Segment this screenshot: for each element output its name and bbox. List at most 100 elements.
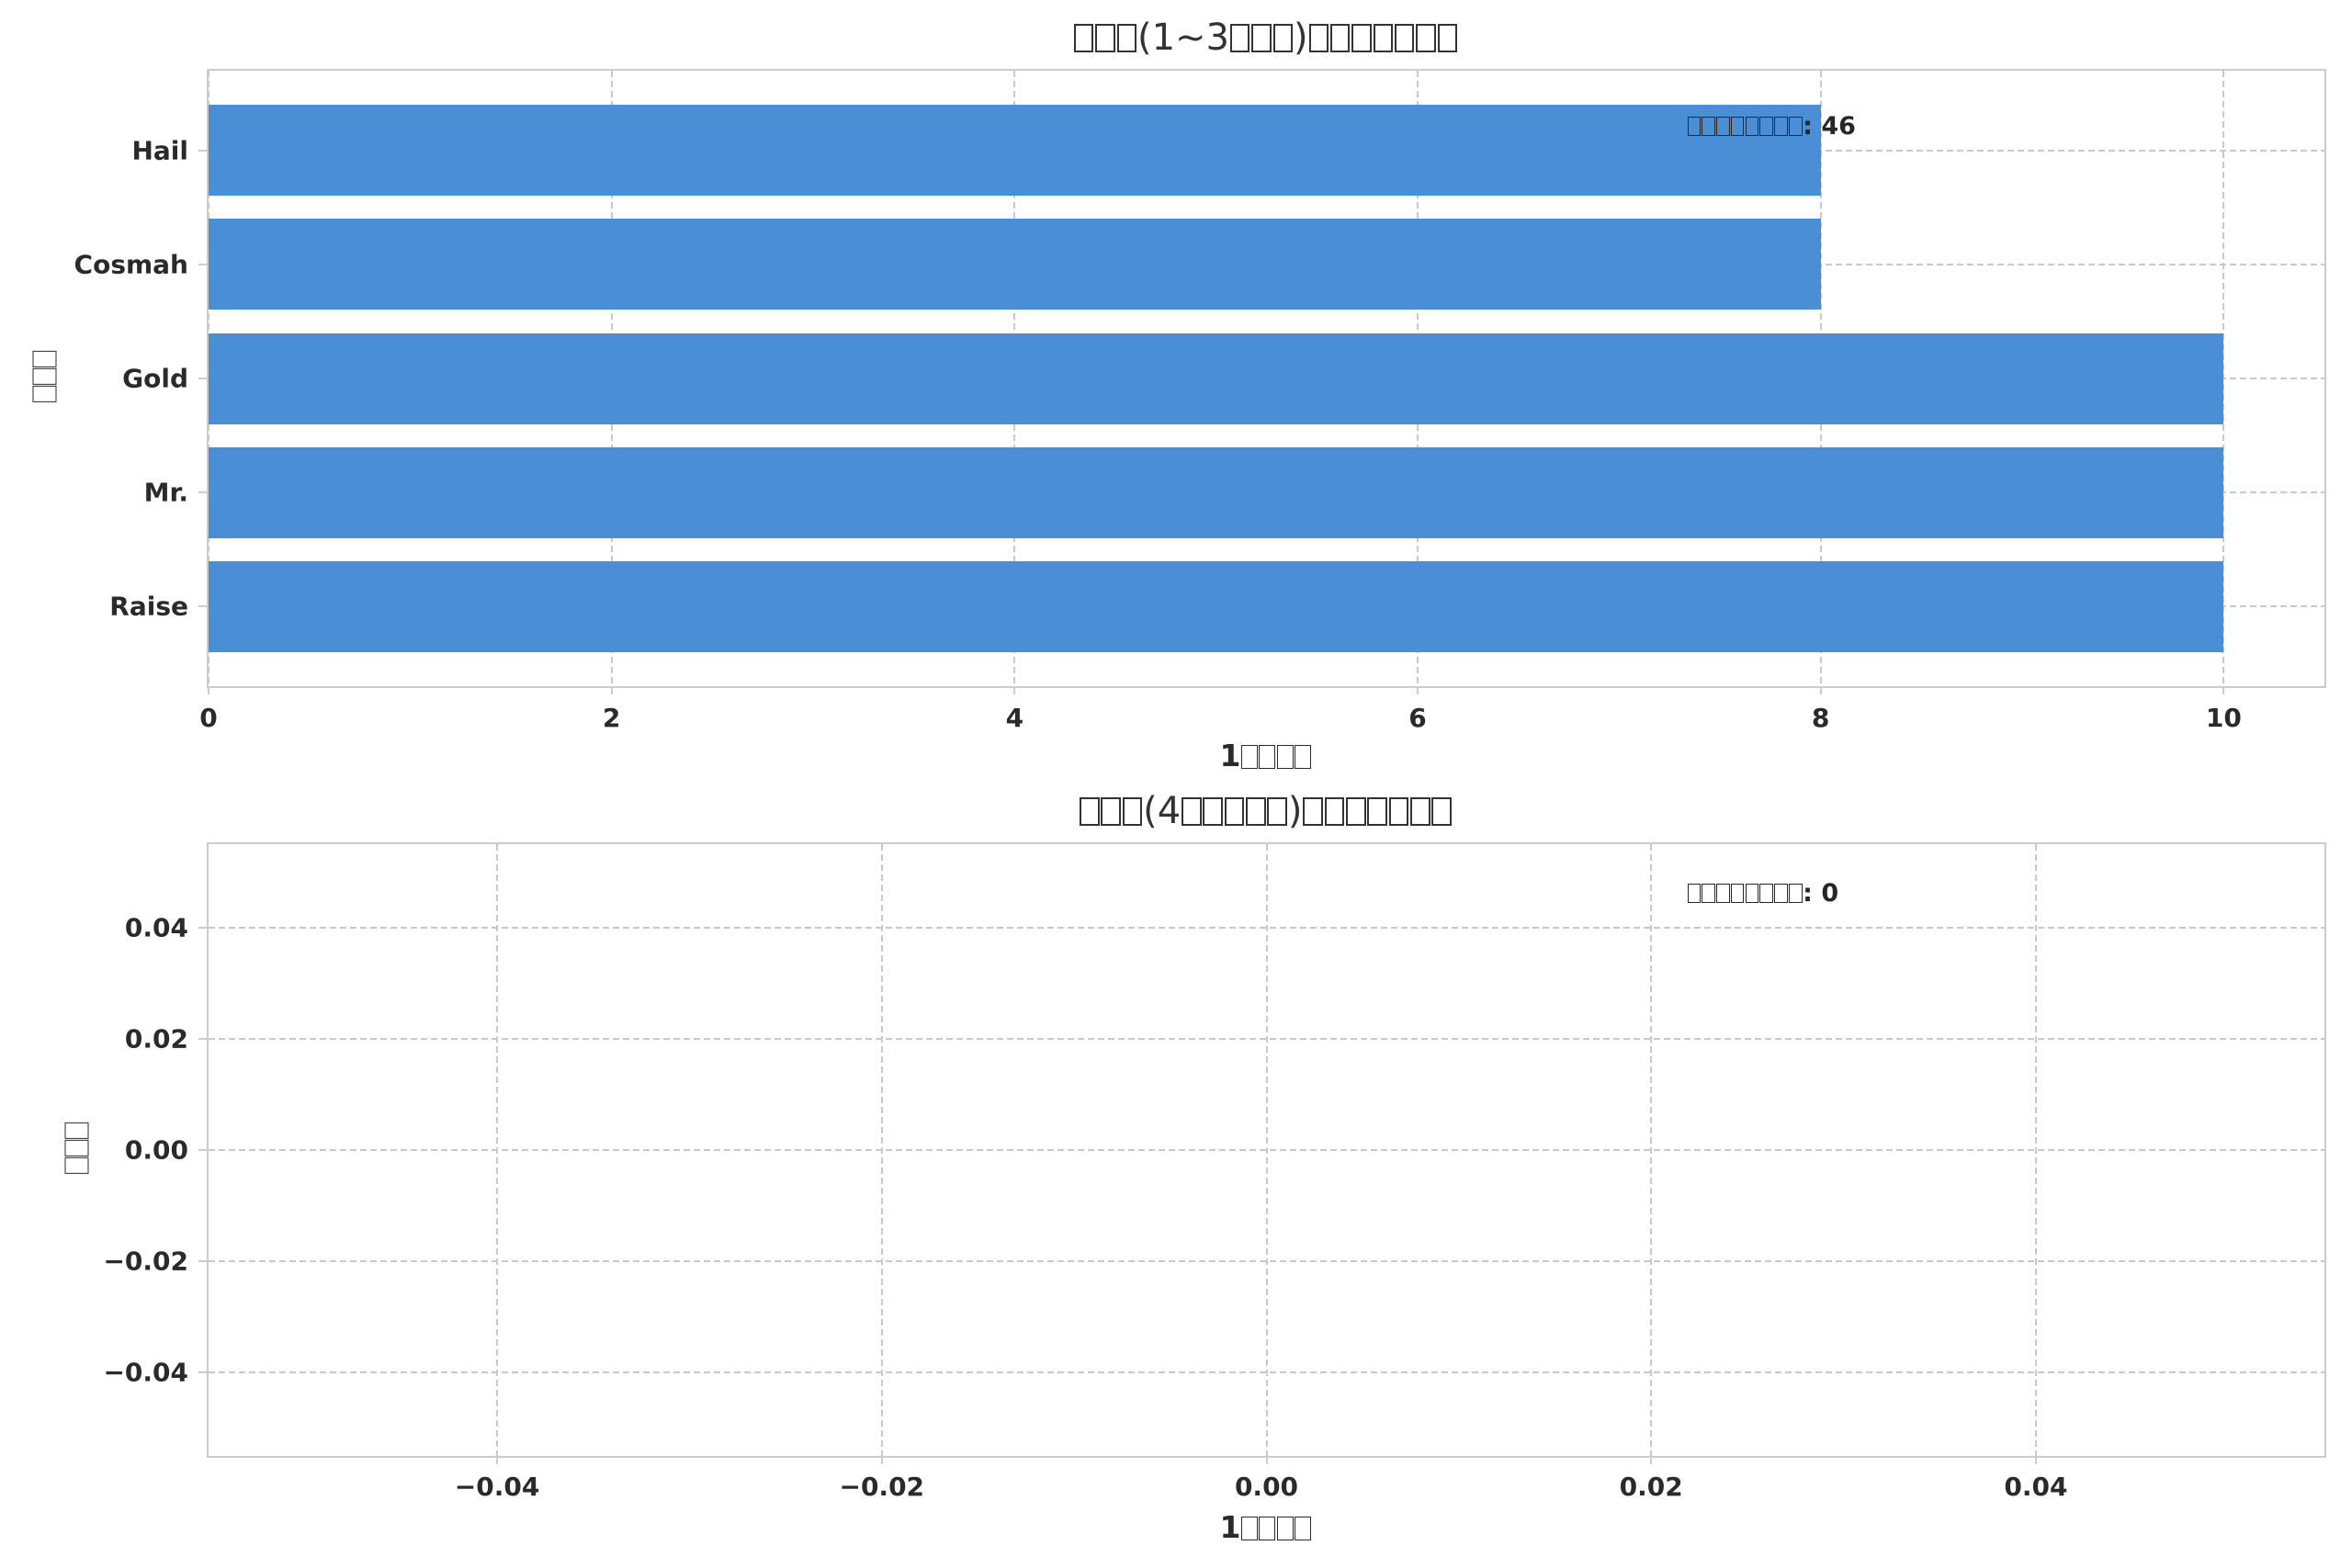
y-tick-label: 0.00 xyxy=(124,1134,188,1166)
y-tick-label: Gold xyxy=(122,363,188,394)
x-tick-mark xyxy=(208,686,209,694)
y-tick-mark xyxy=(198,263,207,265)
missing-glyph-box xyxy=(1116,24,1137,53)
missing-glyph-box xyxy=(1329,24,1351,53)
y-tick-label: 0.04 xyxy=(124,912,188,943)
x-tick-label: 8 xyxy=(1811,703,1830,733)
missing-glyph-box xyxy=(1394,24,1415,53)
x-tick-mark xyxy=(2222,686,2225,694)
missing-glyph-box xyxy=(1203,797,1223,827)
missing-glyph-box xyxy=(1388,797,1409,827)
y-tick-mark xyxy=(198,1260,207,1263)
x-axis-label: 1 xyxy=(207,738,2324,773)
missing-glyph-box xyxy=(1272,24,1294,53)
missing-glyph-box xyxy=(1122,797,1143,827)
x-tick-mark xyxy=(1650,1456,1653,1464)
missing-glyph-box xyxy=(1095,24,1115,53)
grid-line-y xyxy=(209,1260,2324,1263)
missing-glyph-box xyxy=(1410,797,1430,827)
x-tick-mark xyxy=(1417,686,1419,694)
missing-glyph-box xyxy=(1324,797,1345,827)
missing-glyph-box xyxy=(1294,1516,1311,1540)
missing-glyph-box xyxy=(1716,884,1730,904)
bar-Cosmah xyxy=(209,219,1821,310)
y-tick-mark xyxy=(198,1371,207,1374)
x-tick-label: 4 xyxy=(1005,703,1024,733)
missing-glyph-box xyxy=(1687,884,1702,904)
missing-glyph-box xyxy=(1788,884,1803,904)
y-tick-mark xyxy=(198,1149,207,1151)
x-tick-label: 0.02 xyxy=(1619,1472,1683,1502)
missing-glyph-box xyxy=(1702,117,1715,137)
plot-area xyxy=(207,69,2326,688)
y-tick-label: Cosmah xyxy=(74,249,188,280)
y-tick-label: −0.04 xyxy=(103,1357,188,1388)
missing-glyph-box xyxy=(1267,797,1288,827)
missing-glyph-box xyxy=(1276,1516,1294,1540)
missing-glyph-box xyxy=(1246,797,1266,827)
missing-glyph-box xyxy=(1416,24,1436,53)
missing-glyph-box xyxy=(1079,797,1100,827)
x-tick-label: 10 xyxy=(2205,703,2242,733)
missing-glyph-box xyxy=(1367,797,1387,827)
missing-glyph-box xyxy=(1745,117,1759,137)
missing-glyph-box xyxy=(1730,884,1745,904)
missing-glyph-box xyxy=(1251,24,1272,53)
missing-glyph-box xyxy=(1716,117,1730,137)
missing-glyph-box xyxy=(1276,744,1294,769)
x-tick-mark xyxy=(2034,1456,2037,1464)
x-tick-mark xyxy=(496,1456,499,1464)
missing-glyph-box xyxy=(1437,24,1458,53)
x-tick-label: 0.00 xyxy=(1234,1472,1299,1502)
missing-glyph-box xyxy=(1073,24,1094,53)
x-axis-label: 1 xyxy=(207,1509,2324,1545)
missing-glyph-box xyxy=(1182,797,1202,827)
missing-glyph-box xyxy=(1241,1516,1259,1540)
bar-Mr. xyxy=(209,446,2224,538)
missing-glyph-box xyxy=(1259,744,1276,769)
bar-Raise xyxy=(209,560,2224,652)
missing-glyph-box xyxy=(1431,797,1453,827)
x-tick-label: 0.04 xyxy=(2004,1472,2068,1502)
missing-glyph-box xyxy=(1101,797,1121,827)
x-tick-mark xyxy=(1265,1456,1268,1464)
y-tick-mark xyxy=(198,926,207,929)
x-tick-mark xyxy=(610,686,613,694)
y-tick-label: Hail xyxy=(131,135,188,166)
y-tick-label: Raise xyxy=(109,591,188,622)
missing-glyph-box xyxy=(1224,797,1245,827)
grid-line-y xyxy=(209,926,2324,929)
bar-Hail xyxy=(209,105,1821,197)
grid-line-y xyxy=(209,1371,2324,1374)
x-tick-label: 6 xyxy=(1408,703,1427,733)
missing-glyph-box xyxy=(1759,884,1773,904)
missing-glyph-box xyxy=(1759,117,1773,137)
y-tick-label: Mr. xyxy=(143,477,188,508)
missing-glyph-box xyxy=(1229,24,1250,53)
missing-glyph-box xyxy=(1308,24,1329,53)
chart-title: (1~3) xyxy=(207,17,2324,59)
chart-title: (4) xyxy=(207,790,2324,832)
y-tick-mark xyxy=(198,378,207,379)
missing-glyph-box xyxy=(1303,797,1323,827)
missing-glyph-box xyxy=(1241,744,1259,769)
missing-glyph-box xyxy=(1373,24,1394,53)
missing-glyph-box xyxy=(1259,1516,1276,1540)
y-tick-mark xyxy=(198,149,207,152)
missing-glyph-box xyxy=(1346,797,1366,827)
missing-glyph-box xyxy=(1730,117,1745,137)
grid-line-y xyxy=(209,1149,2324,1151)
bar-Gold xyxy=(209,333,2224,424)
missing-glyph-box xyxy=(1774,884,1788,904)
x-tick-mark xyxy=(1819,686,1822,694)
y-tick-mark xyxy=(198,1037,207,1040)
x-tick-label: 0 xyxy=(199,703,218,733)
y-tick-label: 0.02 xyxy=(124,1023,188,1055)
missing-glyph-box xyxy=(1702,884,1715,904)
x-tick-label: 2 xyxy=(602,703,621,733)
plot-area xyxy=(207,842,2326,1458)
missing-glyph-box xyxy=(1294,744,1311,769)
missing-glyph-box xyxy=(1774,117,1788,137)
